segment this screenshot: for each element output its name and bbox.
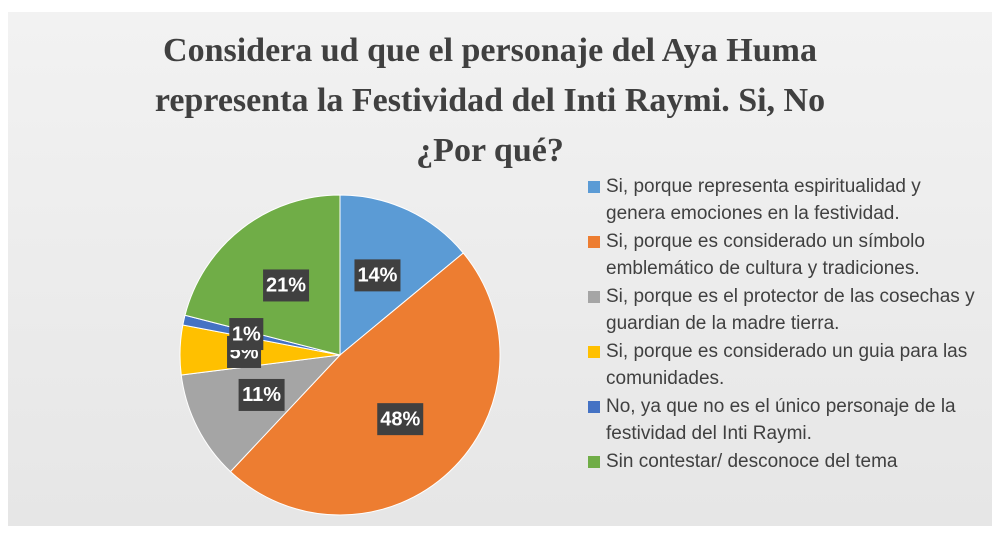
legend-label: Si, porque representa espiritualidad y g… bbox=[606, 176, 921, 224]
legend-swatch bbox=[588, 181, 600, 193]
legend-entry: Si, porque es considerado un guia para l… bbox=[588, 338, 983, 392]
pie-slice bbox=[339, 194, 464, 357]
legend-label: Si, porque es considerado un guia para l… bbox=[606, 341, 968, 389]
legend-entry: No, ya que no es el único personaje de l… bbox=[588, 393, 983, 447]
pie-slice bbox=[180, 354, 342, 473]
data-label-box bbox=[354, 259, 401, 292]
data-label-box bbox=[238, 378, 285, 411]
pie-slice bbox=[184, 194, 341, 356]
pie-slice bbox=[229, 252, 501, 516]
legend-entry: Si, porque representa espiritualidad y g… bbox=[588, 173, 983, 227]
legend-entry: Sin contestar/ desconoce del tema bbox=[588, 448, 983, 475]
legend-swatch bbox=[588, 291, 600, 303]
legend-swatch bbox=[588, 456, 600, 468]
legend-swatch bbox=[588, 346, 600, 358]
legend-swatch bbox=[588, 401, 600, 413]
data-label: 14% bbox=[357, 265, 397, 287]
data-label: 21% bbox=[266, 275, 306, 297]
legend-label: Sin contestar/ desconoce del tema bbox=[606, 451, 898, 472]
legend-swatch bbox=[588, 236, 600, 248]
legend-label: Si, porque es el protector de las cosech… bbox=[606, 286, 975, 334]
data-label-box bbox=[263, 269, 310, 302]
legend-label: Si, porque es considerado un símbolo emb… bbox=[606, 231, 925, 279]
plot-area bbox=[8, 12, 992, 526]
legend-label: No, ya que no es el único personaje de l… bbox=[606, 396, 956, 444]
legend: Si, porque representa espiritualidad y g… bbox=[588, 173, 983, 476]
data-label: 48% bbox=[380, 408, 420, 430]
data-label: 1% bbox=[232, 323, 261, 345]
chart-title: Considera ud que el personaje del Aya Hu… bbox=[154, 32, 826, 169]
data-label-box bbox=[377, 403, 424, 436]
data-label: 11% bbox=[242, 384, 281, 406]
legend-entry: Si, porque es considerado un símbolo emb… bbox=[588, 228, 983, 282]
data-label-box bbox=[229, 318, 264, 351]
legend-entry: Si, porque es el protector de las cosech… bbox=[588, 283, 983, 337]
